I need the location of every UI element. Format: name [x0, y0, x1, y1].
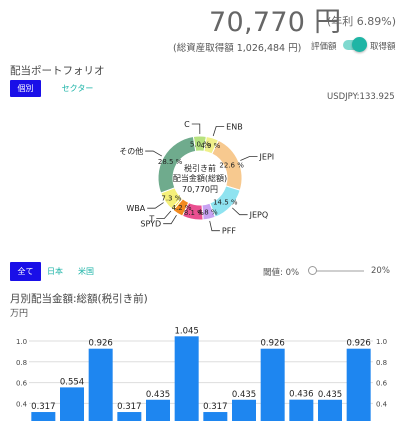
fx-rate: USDJPY:133.925	[327, 92, 395, 102]
donut-center-line1: 税引き前	[184, 163, 216, 173]
threshold-max-label: 20%	[371, 266, 390, 276]
donut-leader-line	[145, 150, 163, 157]
donut-percent-label: 28.5 %	[158, 158, 183, 166]
valuation-toggle-knob[interactable]	[352, 37, 367, 52]
donut-segment-label: JEPI	[259, 153, 275, 162]
tab-us[interactable]: 米国	[78, 267, 94, 276]
bar-value-label: 0.926	[260, 339, 284, 349]
bar-value-label: 1.045	[174, 326, 198, 336]
bar-value-label: 0.317	[31, 402, 55, 412]
bar-value-label: 0.554	[60, 377, 84, 387]
donut-leader-line	[156, 210, 172, 219]
y-tick-left: 0.4	[16, 400, 28, 408]
donut-percent-label: 22.6 %	[219, 161, 244, 169]
tab-sector[interactable]: セクター	[61, 84, 94, 93]
donut-percent-label: 14.5 %	[213, 198, 238, 206]
y-tick-right: 0.6	[376, 380, 388, 388]
threshold-slider-knob[interactable]	[308, 266, 317, 275]
y-tick-right: 1.0	[376, 338, 387, 346]
bar-value-label: 0.926	[88, 339, 112, 349]
donut-leader-line	[209, 220, 220, 232]
donut-percent-label: 4.8 %	[198, 209, 218, 217]
portfolio-donut-chart[interactable]: 税引き前 配当金額(総額) 70,770円 5.0 % C 4.9 % ENB 22.6…	[0, 0, 400, 250]
donut-percent-label: 4.9 %	[200, 142, 220, 150]
donut-segment-label: SPYD	[140, 220, 161, 229]
total-dividend-amount: 70,770 円	[209, 7, 342, 38]
bar[interactable]	[88, 348, 113, 421]
donut-leader-line	[147, 202, 164, 209]
tab-individual[interactable]: 個別	[10, 80, 41, 97]
bar-value-label: 0.317	[203, 402, 227, 412]
y-tick-right: 0.4	[376, 400, 388, 408]
donut-percent-label: 5.0 %	[190, 141, 210, 149]
bar[interactable]	[232, 399, 256, 421]
bar[interactable]	[289, 399, 314, 421]
threshold-slider-track[interactable]	[311, 270, 364, 272]
donut-center-line2: 配当金額(総額)	[173, 173, 227, 183]
donut-percent-label: 7.3 %	[161, 194, 181, 202]
portfolio-title: 配当ポートフォリオ	[10, 65, 105, 77]
y-tick-right: 0.8	[376, 359, 387, 367]
monthly-bar-chart: 1.0 1.0 0.8 0.8 0.6 0.6 0.4 0.4 0.317 0.554 0.926…	[16, 326, 388, 421]
y-tick-left: 1.0	[16, 338, 27, 346]
tab-all[interactable]: 全て	[10, 262, 41, 281]
donut-leader-line	[240, 156, 258, 161]
donut-leader-line	[191, 123, 201, 135]
donut-leader-line	[163, 214, 177, 225]
bar[interactable]	[346, 348, 371, 421]
donut-leader-line	[232, 207, 248, 216]
donut-percent-label: 8.1 %	[184, 209, 204, 217]
donut-segment-label: WBA	[126, 204, 145, 213]
bar-value-label: 0.436	[289, 390, 313, 400]
bar-value-label: 0.435	[232, 390, 256, 400]
toggle-label-acquisition: 取得額	[370, 42, 396, 52]
donut-segment-label: C	[184, 120, 190, 129]
annual-yield: (年利 6.89%)	[327, 15, 397, 28]
tab-japan[interactable]: 日本	[47, 267, 63, 276]
donut-segment-label: T	[148, 215, 154, 224]
donut-percent-label: 4.2 %	[172, 204, 192, 212]
threshold-label: 閾値: 0%	[263, 268, 300, 278]
donut-leader-line	[212, 126, 225, 137]
donut-segment-label: JEPQ	[249, 211, 269, 220]
bar-value-label: 0.926	[346, 339, 370, 349]
donut-segment-label: その他	[119, 146, 143, 156]
donut-center-line3: 70,770円	[182, 185, 218, 194]
bar[interactable]	[203, 412, 228, 421]
toggle-label-valuation: 評価額	[311, 42, 337, 52]
bar[interactable]	[174, 336, 199, 421]
bar[interactable]	[260, 348, 285, 421]
bar-value-label: 0.435	[318, 390, 342, 400]
bar[interactable]	[60, 387, 84, 421]
total-acquisition-cost: (総資産取得額 1,026,484 円)	[173, 43, 302, 54]
bar-value-label: 0.317	[117, 402, 141, 412]
unit-label: 万円	[10, 309, 29, 319]
bar[interactable]	[31, 412, 56, 421]
y-tick-left: 0.6	[16, 380, 28, 388]
bar[interactable]	[117, 412, 142, 421]
donut-segment-label: ENB	[226, 122, 243, 131]
bar[interactable]	[146, 399, 170, 421]
donut-slice[interactable]	[157, 135, 197, 194]
bar[interactable]	[318, 399, 342, 421]
y-tick-left: 0.8	[16, 359, 27, 367]
monthly-title: 月別配当金額:総額(税引き前)	[10, 293, 148, 305]
donut-segment-label: PFF	[222, 227, 236, 236]
bar-value-label: 0.435	[146, 390, 170, 400]
